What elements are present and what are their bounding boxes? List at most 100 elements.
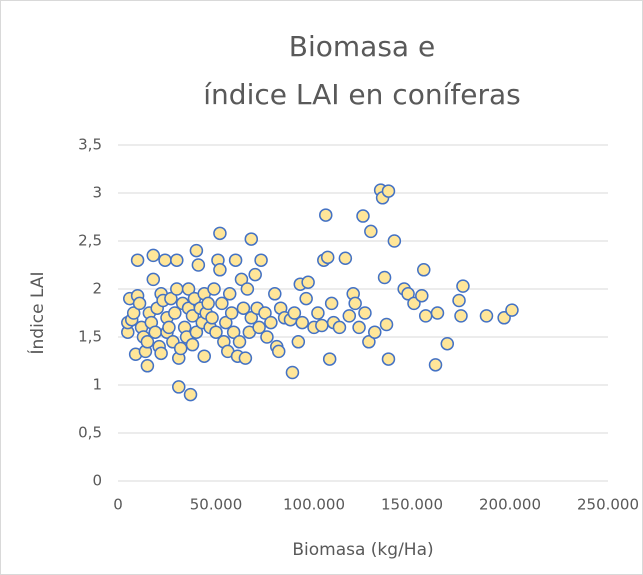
point (322, 352, 337, 366)
point (358, 306, 372, 320)
point (170, 253, 184, 267)
point (368, 325, 382, 339)
point (364, 224, 378, 239)
point (228, 253, 243, 267)
point (219, 315, 233, 330)
x-tick-label: 200.000 (479, 496, 541, 514)
point (183, 387, 198, 402)
point (342, 309, 357, 323)
point (170, 282, 184, 296)
point (315, 318, 329, 333)
point (311, 306, 325, 320)
point (232, 335, 247, 349)
point (454, 309, 468, 323)
point (452, 293, 466, 308)
point (254, 253, 268, 267)
y-tick-label: 3 (92, 184, 102, 202)
point (401, 287, 415, 301)
point (377, 270, 392, 285)
point (356, 209, 370, 223)
point (479, 309, 494, 323)
point (301, 275, 315, 290)
point (205, 311, 219, 325)
x-tick-label: 50.000 (190, 496, 243, 514)
point (260, 330, 274, 344)
point (299, 291, 313, 306)
point (268, 287, 282, 301)
point (209, 325, 223, 339)
point (140, 359, 155, 373)
point (207, 282, 221, 296)
point (213, 263, 227, 277)
point (168, 306, 182, 320)
point (158, 253, 172, 267)
point (428, 358, 443, 372)
point (244, 232, 259, 246)
point (252, 320, 266, 335)
point (238, 351, 253, 365)
point (285, 365, 300, 380)
point (387, 234, 402, 248)
point (320, 250, 335, 265)
point (505, 303, 519, 317)
x-tick-label: 250.000 (577, 496, 639, 514)
point (224, 306, 239, 320)
point (381, 184, 396, 198)
point (148, 325, 162, 339)
point (234, 272, 249, 287)
point (162, 320, 176, 335)
point (379, 317, 394, 332)
point (352, 320, 366, 335)
point (248, 267, 262, 282)
point (189, 325, 204, 339)
x-axis-label: Biomasa (kg/Ha) (292, 540, 433, 560)
point (154, 346, 168, 361)
x-tick-label: 150.000 (381, 496, 443, 514)
point (417, 263, 431, 277)
point (213, 226, 227, 241)
point (164, 291, 178, 306)
point (287, 306, 302, 320)
point (324, 296, 339, 311)
point (191, 258, 206, 272)
point (197, 349, 211, 363)
point (456, 279, 470, 293)
point (146, 248, 161, 263)
y-tick-label: 2,5 (78, 232, 102, 250)
point (226, 325, 241, 339)
point (185, 337, 200, 352)
point (381, 352, 396, 366)
chart-title: índice LAI en coníferas (203, 78, 520, 111)
point (430, 306, 445, 320)
point (319, 208, 333, 222)
point (264, 315, 278, 330)
y-tick-label: 0 (92, 472, 102, 490)
point (240, 282, 255, 296)
point (215, 296, 229, 311)
point (173, 341, 188, 356)
point (181, 282, 196, 296)
point (291, 335, 306, 349)
point (258, 306, 272, 320)
point (332, 320, 347, 335)
x-tick-label: 100.000 (283, 496, 345, 514)
point (295, 315, 309, 330)
point (362, 335, 376, 349)
point (236, 301, 251, 315)
point (146, 272, 161, 287)
point (201, 296, 215, 311)
point (189, 243, 204, 258)
y-axis-label: Índice LAI (26, 271, 48, 354)
point (140, 335, 155, 349)
point (338, 251, 353, 266)
x-tick-label: 0 (113, 496, 123, 514)
chart-title: Biomasa e (289, 30, 435, 63)
point (222, 287, 237, 301)
point (271, 344, 286, 359)
point (130, 253, 145, 267)
point (418, 309, 433, 323)
y-tick-label: 1,5 (78, 328, 102, 346)
point (172, 380, 186, 394)
